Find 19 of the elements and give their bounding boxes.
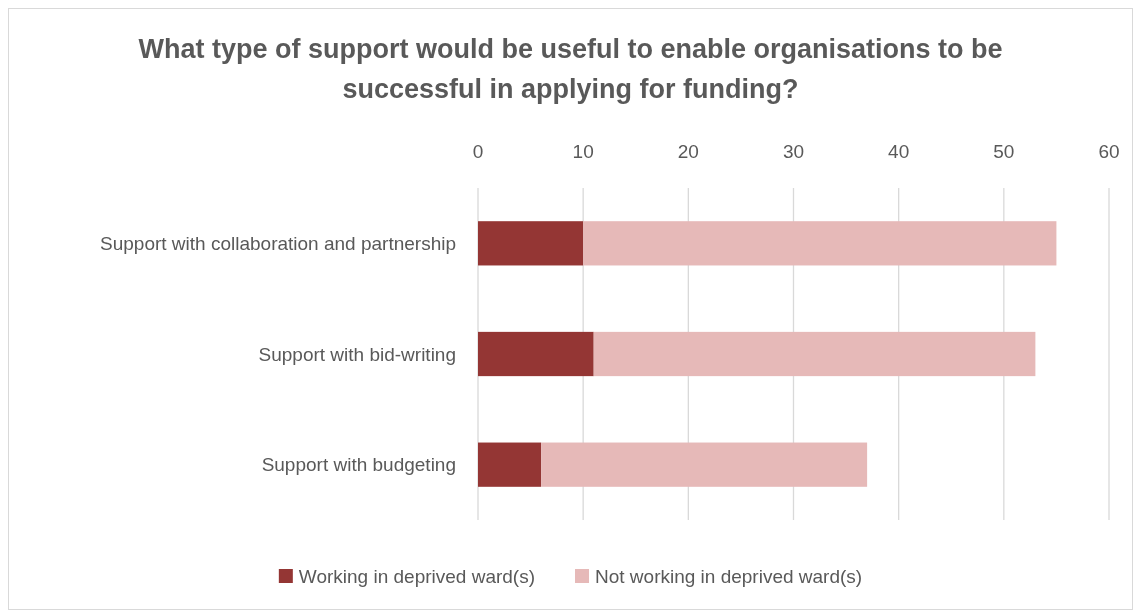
legend-label: Not working in deprived ward(s) (595, 565, 863, 587)
chart-title: What type of support would be useful to enable organisations to be successful in applying for funding? (138, 34, 1003, 104)
y-tick-label: Support with collaboration and partnership (100, 232, 456, 254)
legend-label: Working in deprived ward(s) (298, 565, 536, 587)
bar (541, 442, 868, 487)
x-tick-label: 10 (572, 141, 594, 162)
x-tick-label: 50 (993, 141, 1015, 162)
bar (593, 331, 1036, 377)
bar (478, 221, 584, 266)
x-tick-label: 0 (472, 141, 484, 162)
x-tick-label: 40 (888, 141, 910, 162)
y-tick-label: Support with budgeting (261, 454, 456, 476)
x-tick-label: 20 (677, 141, 699, 162)
bar (478, 331, 594, 377)
x-tick-label: 60 (1098, 141, 1120, 162)
bar (583, 221, 1057, 266)
y-tick-label: Support with bid-writing (258, 343, 456, 365)
bar (478, 442, 542, 487)
x-tick-label: 30 (782, 141, 805, 162)
